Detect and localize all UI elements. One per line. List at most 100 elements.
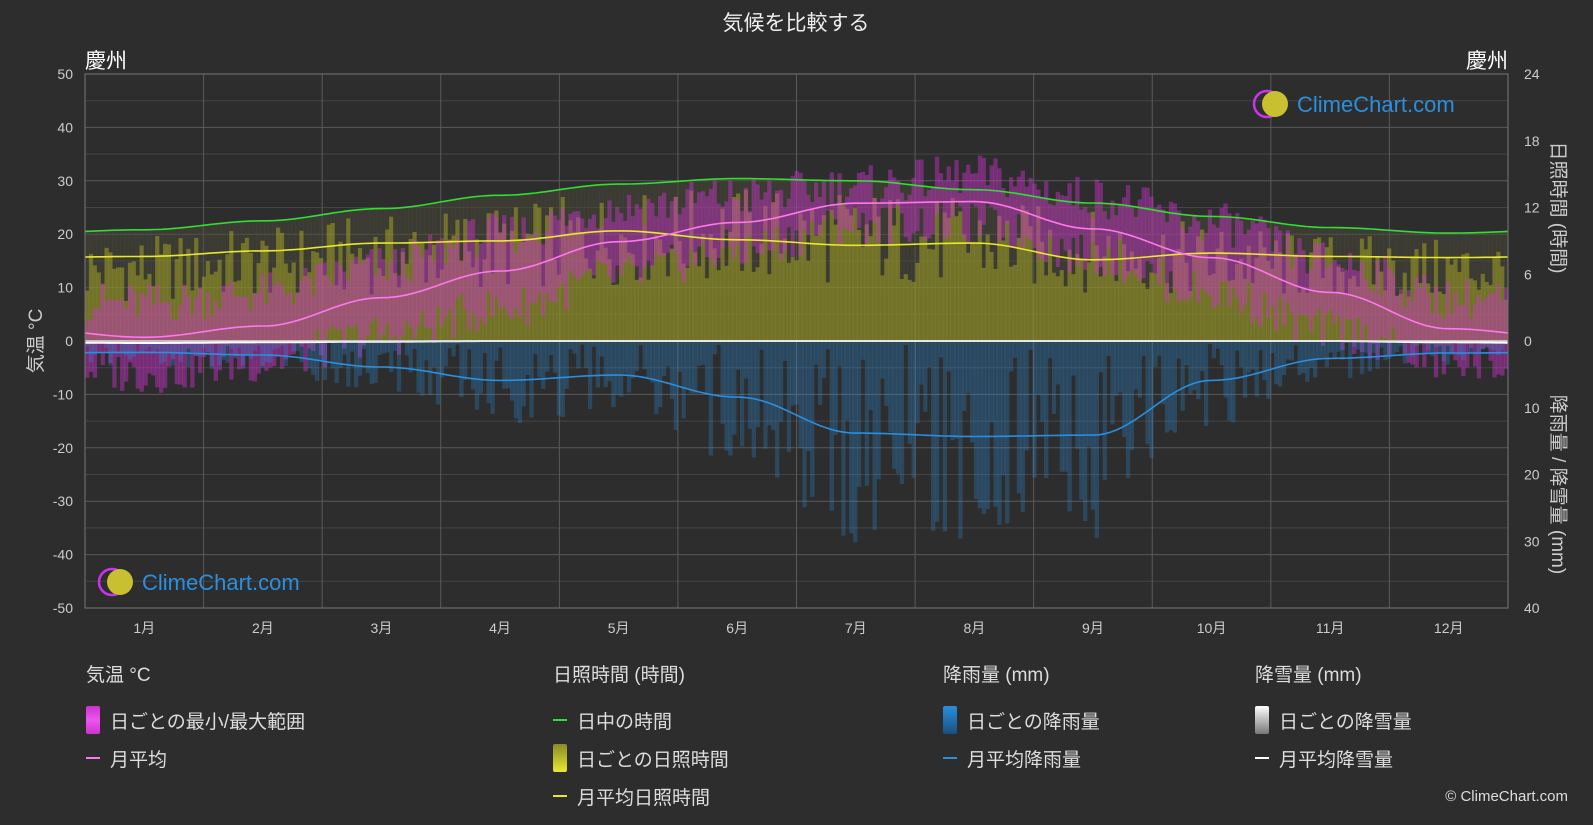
daily-sunshine-bar — [354, 263, 359, 341]
daily-sunshine-bar — [1094, 245, 1100, 341]
daily-temp-range — [1122, 197, 1127, 282]
daily-sunshine-bar — [1504, 299, 1509, 341]
daily-rain-bar — [798, 341, 803, 449]
daily-rain-bar — [907, 341, 912, 445]
daily-daylight-band — [307, 216, 312, 273]
daily-sunshine-bar — [782, 238, 788, 341]
daily-rain-bar — [311, 341, 316, 375]
location-left: 慶州 — [85, 50, 127, 73]
daily-sunshine-bar — [1083, 292, 1088, 341]
daily-sunshine-bar — [1352, 275, 1357, 341]
daily-sunshine-bar — [775, 193, 780, 341]
daily-temp-range — [264, 304, 269, 371]
daily-rain-bar — [1044, 341, 1049, 478]
daily-rain-bar — [1332, 341, 1337, 359]
temp-mean-line — [84, 200, 1509, 339]
daily-daylight-band — [338, 211, 343, 242]
daily-sunshine-bar — [470, 267, 476, 341]
daily-daylight-band — [716, 178, 721, 271]
daily-daylight-band — [392, 208, 398, 274]
daily-daylight-band — [849, 180, 854, 216]
daily-sunshine-bar — [1196, 236, 1201, 341]
daily-daylight-band — [1258, 220, 1263, 232]
daily-temp-range — [1453, 292, 1458, 361]
daily-rain-bar — [833, 341, 838, 435]
daily-sunshine-bar — [895, 199, 901, 341]
brand-logo-sun-icon — [1262, 91, 1288, 117]
daily-rain-bar — [825, 341, 831, 350]
y-left-tick-label: -30 — [53, 493, 73, 509]
daily-daylight-band — [1457, 233, 1462, 272]
daily-temp-range — [603, 218, 608, 265]
daily-temp-range — [170, 319, 176, 360]
daily-temp-range — [755, 184, 760, 254]
daily-daylight-band — [1055, 200, 1061, 277]
daily-temp-range — [927, 190, 932, 239]
daily-temp-range — [966, 164, 971, 243]
daily-temp-range — [1168, 201, 1174, 272]
daily-daylight-band — [513, 194, 519, 208]
daily-temp-range — [1375, 261, 1380, 360]
daily-sunshine-bar — [736, 193, 741, 341]
daily-daylight-band — [993, 190, 998, 269]
daily-daylight-band — [798, 179, 803, 214]
daily-daylight-band — [389, 208, 394, 217]
daily-temp-range — [1024, 186, 1029, 238]
temp-mean-swatch — [86, 757, 100, 759]
daily-temp-range — [700, 191, 706, 243]
daily-daylight-band — [1008, 192, 1014, 267]
daily-sunshine-bar — [264, 245, 269, 341]
daily-daylight-band — [404, 207, 409, 264]
daily-daylight-band — [903, 184, 909, 275]
daily-temp-range — [716, 203, 721, 258]
daily-rain-bar — [1079, 341, 1084, 500]
daily-temp-range — [720, 206, 725, 249]
daily-daylight-band — [1153, 210, 1158, 274]
daily-rain-bar — [256, 341, 261, 346]
daily-rain-bar — [350, 341, 355, 352]
daily-daylight-band — [1406, 231, 1411, 297]
daily-daylight-band — [205, 224, 211, 262]
daily-temp-range — [1441, 318, 1447, 375]
daily-rain-bar — [459, 341, 464, 398]
daily-temp-range — [1090, 217, 1096, 243]
daily-rain-bar — [572, 341, 577, 354]
daily-temp-range — [888, 169, 893, 245]
daily-temp-range — [697, 192, 702, 247]
daily-sunshine-bar — [954, 216, 959, 341]
daily-rain-bar — [1024, 341, 1029, 451]
daily-rain-bar — [225, 341, 230, 363]
daily-daylight-band — [1305, 226, 1310, 293]
daily-sunshine-bar — [545, 215, 550, 341]
daily-rain-bar — [470, 341, 476, 390]
daily-temp-range — [509, 216, 515, 319]
daily-rain-bar — [747, 341, 753, 429]
y-left-tick-label: -20 — [53, 440, 73, 456]
daily-sunshine-bar — [747, 212, 753, 341]
daily-rain-bar — [431, 341, 437, 368]
daily-rain-bar — [1246, 341, 1252, 373]
daily-rain-bar — [474, 341, 480, 410]
daily-sunshine-bar — [1270, 268, 1275, 341]
daily-sunshine-bar — [357, 247, 363, 341]
daily-rain-bar — [989, 341, 994, 423]
daily-temp-range — [833, 205, 838, 220]
daily-sunshine-bar — [1219, 231, 1224, 341]
daily-sunshine-bar — [1437, 291, 1443, 341]
daily-temp-range — [373, 274, 378, 319]
daily-temp-range — [751, 179, 756, 247]
daily-temp-range — [1200, 240, 1205, 289]
daily-temp-range — [182, 284, 187, 388]
daily-sunshine-bar — [1118, 232, 1123, 341]
daily-sunshine-bar — [123, 300, 129, 341]
daily-daylight-band — [1098, 203, 1103, 277]
daily-rain-bar — [346, 341, 351, 387]
daily-daylight-band — [1332, 227, 1337, 294]
daily-rain-bar — [1071, 341, 1076, 376]
daily-daylight-band — [946, 188, 951, 218]
daily-rain-bar — [112, 341, 117, 352]
daily-daylight-band — [599, 184, 604, 203]
daily-sunshine-bar — [1168, 293, 1174, 341]
daily-temp-range — [361, 260, 367, 346]
daily-rain-bar — [541, 341, 546, 389]
